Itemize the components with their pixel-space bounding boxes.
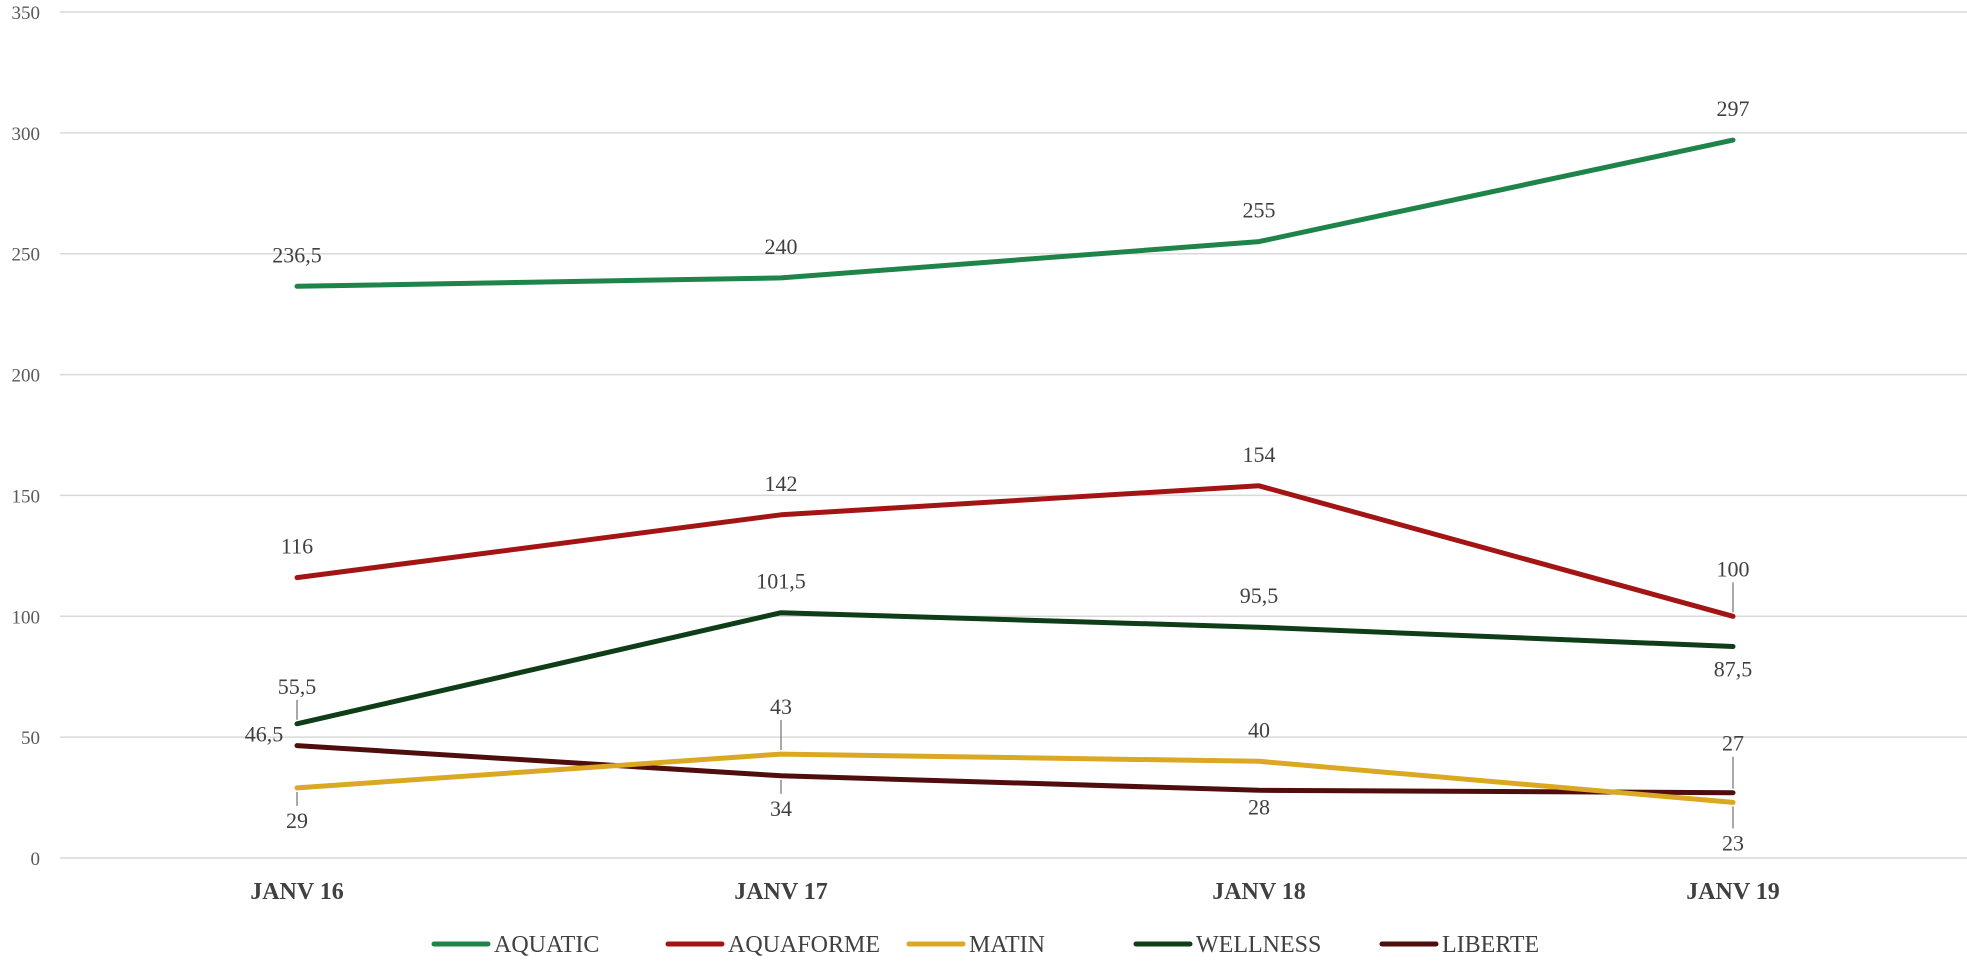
legend-item-wellness: WELLNESS bbox=[1133, 932, 1321, 958]
y-tick-label: 0 bbox=[31, 849, 41, 870]
y-axis: 0 50 100 150 200 250 300 350 bbox=[12, 3, 41, 870]
legend-label: LIBERTE bbox=[1442, 932, 1539, 958]
y-tick-label: 350 bbox=[12, 3, 41, 24]
series-line-liberte bbox=[294, 743, 1736, 796]
series-lines bbox=[294, 137, 1736, 805]
series-line-aquaforme bbox=[294, 483, 1736, 619]
data-label-matin: 40 bbox=[1248, 717, 1270, 742]
data-label-matin: 29 bbox=[286, 808, 308, 833]
data-label-matin: 43 bbox=[770, 694, 792, 719]
y-tick-label: 50 bbox=[21, 728, 40, 749]
legend-label: MATIN bbox=[969, 932, 1045, 958]
data-label-aquatic: 240 bbox=[765, 234, 798, 259]
data-label-aquatic: 297 bbox=[1717, 96, 1750, 121]
data-label-wellness: 87,5 bbox=[1714, 657, 1753, 682]
legend-label: AQUAFORME bbox=[728, 932, 880, 958]
legend: AQUATIC AQUAFORME MATIN WELLNESS LIBERTE bbox=[431, 932, 1539, 958]
x-tick-label: JANV 19 bbox=[1686, 879, 1780, 905]
y-tick-label: 250 bbox=[12, 245, 41, 266]
data-label-aquaforme: 100 bbox=[1717, 556, 1750, 581]
data-label-aquatic: 255 bbox=[1243, 198, 1276, 223]
y-tick-label: 150 bbox=[12, 486, 41, 507]
data-label-wellness: 95,5 bbox=[1240, 583, 1279, 608]
x-tick-label: JANV 16 bbox=[250, 879, 344, 905]
data-label-wellness: 101,5 bbox=[756, 569, 806, 594]
legend-label: WELLNESS bbox=[1196, 932, 1321, 958]
legend-item-aquaforme: AQUAFORME bbox=[665, 932, 880, 958]
legend-item-liberte: LIBERTE bbox=[1379, 932, 1539, 958]
legend-label: AQUATIC bbox=[494, 932, 599, 958]
data-label-liberte: 27 bbox=[1722, 731, 1744, 756]
data-label-aquaforme: 116 bbox=[281, 534, 313, 559]
data-label-aquatic: 236,5 bbox=[272, 242, 322, 267]
data-label-liberte: 28 bbox=[1248, 794, 1270, 819]
data-label-matin: 23 bbox=[1722, 830, 1744, 855]
y-tick-label: 300 bbox=[12, 124, 41, 145]
data-labels: 236,5 240 255 297 116 142 154 100 29 43 40 23 55,5 10… bbox=[245, 96, 1753, 855]
data-label-wellness: 55,5 bbox=[278, 674, 317, 699]
series-line-aquatic bbox=[294, 137, 1736, 289]
series-line-matin bbox=[294, 751, 1736, 805]
data-label-aquaforme: 142 bbox=[765, 471, 798, 496]
gridlines bbox=[60, 11, 1967, 859]
legend-item-aquatic: AQUATIC bbox=[431, 932, 599, 958]
data-label-aquaforme: 154 bbox=[1243, 442, 1276, 467]
series-line-wellness bbox=[294, 610, 1736, 727]
x-axis: JANV 16 JANV 17 JANV 18 JANV 19 bbox=[250, 879, 1780, 905]
data-label-liberte: 46,5 bbox=[245, 722, 284, 747]
y-tick-label: 100 bbox=[12, 607, 41, 628]
legend-item-matin: MATIN bbox=[906, 932, 1045, 958]
data-label-liberte: 34 bbox=[770, 796, 792, 821]
y-tick-label: 200 bbox=[12, 366, 41, 387]
x-tick-label: JANV 17 bbox=[734, 879, 828, 905]
x-tick-label: JANV 18 bbox=[1212, 879, 1306, 905]
